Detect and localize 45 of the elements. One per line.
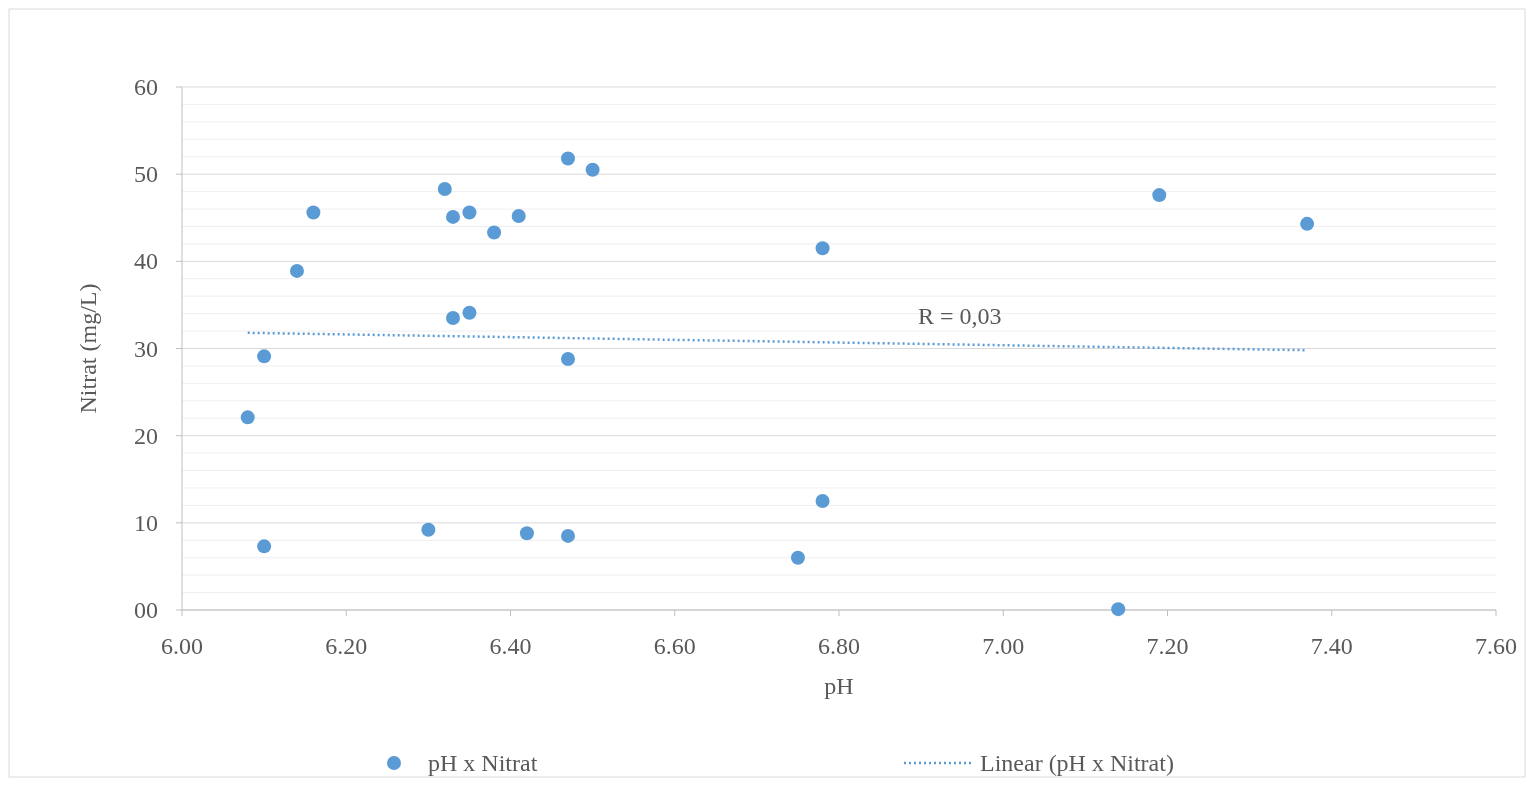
- x-tick-label: 7.00: [982, 633, 1025, 659]
- point: [560, 351, 575, 366]
- point: [815, 494, 830, 509]
- x-tick-label: 6.80: [818, 633, 860, 659]
- x-tick-label: 7.60: [1475, 633, 1517, 659]
- point: [462, 205, 477, 220]
- point: [1300, 216, 1315, 231]
- point: [519, 526, 534, 541]
- y-tick-label: 60: [134, 74, 158, 100]
- y-tick-label: 40: [134, 248, 158, 275]
- point: [257, 349, 272, 364]
- point: [446, 209, 461, 224]
- y-axis-title: Nitrat (mg/L): [75, 283, 101, 414]
- y-tick-label: 10: [134, 509, 158, 536]
- y-tick-label: 30: [134, 335, 158, 362]
- y-tick-label: 20: [134, 422, 158, 449]
- point: [487, 225, 502, 240]
- x-tick-label: 7.20: [1146, 633, 1189, 659]
- point: [815, 241, 830, 256]
- x-tick-label: 6.60: [653, 633, 696, 659]
- x-tick-label: 6.40: [489, 633, 532, 659]
- point: [790, 550, 805, 565]
- x-axis-title: pH: [824, 673, 854, 699]
- annotation: R = 0,03: [918, 303, 1002, 329]
- legend-label: Linear (pH x Nitrat): [980, 750, 1174, 776]
- point: [306, 205, 321, 220]
- point: [421, 522, 436, 537]
- point: [446, 310, 461, 325]
- point: [1111, 602, 1126, 617]
- point: [462, 305, 477, 320]
- x-tick-label: 6.00: [161, 633, 203, 659]
- point: [289, 263, 304, 278]
- point: [240, 410, 255, 425]
- point: [257, 539, 272, 554]
- point: [560, 151, 575, 166]
- point: [511, 209, 526, 224]
- y-tick-label: 50: [134, 161, 158, 188]
- point: [1152, 188, 1167, 203]
- point: [585, 162, 600, 177]
- x-tick-label: 6.20: [325, 633, 368, 659]
- legend-label: pH x Nitrat: [428, 750, 538, 776]
- point: [560, 528, 575, 543]
- y-tick-label: 00: [134, 597, 158, 623]
- point: [437, 181, 452, 196]
- x-tick-label: 7.40: [1310, 633, 1353, 659]
